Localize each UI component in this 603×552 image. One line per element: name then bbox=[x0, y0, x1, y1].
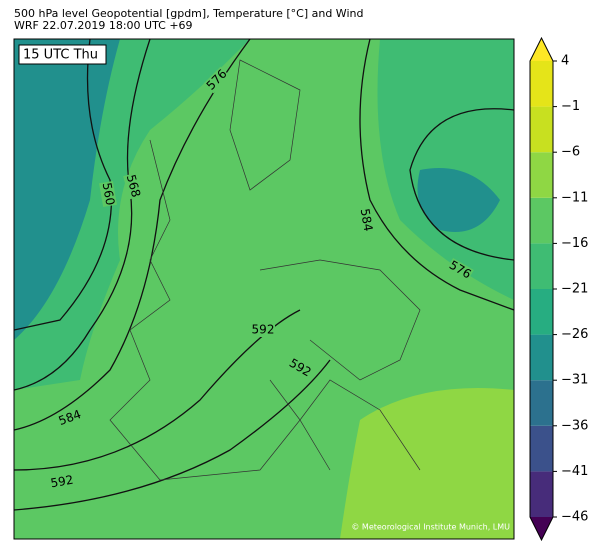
contour-label: 584 bbox=[358, 207, 376, 232]
colorbar-tick-label: −11 bbox=[561, 190, 588, 205]
contour-label-bg bbox=[251, 323, 275, 337]
contour-label-bg bbox=[357, 206, 375, 234]
colorbar-tick-label: 4 bbox=[561, 54, 569, 69]
colorbar-band bbox=[530, 197, 553, 244]
time-label: 15 UTC Thu bbox=[23, 48, 98, 63]
credit: © Meteorological Institute Munich, LMU bbox=[351, 523, 510, 532]
colorbar-band bbox=[530, 243, 553, 289]
colorbar-band bbox=[530, 334, 553, 381]
subtitle: WRF 22.07.2019 18:00 UTC +69 bbox=[14, 19, 193, 32]
colorbar-band bbox=[530, 61, 553, 107]
contour-label-bg bbox=[99, 180, 117, 208]
colorbar-tick-label: −6 bbox=[561, 145, 580, 160]
colorbar-band bbox=[530, 471, 553, 517]
colorbar-tick-label: −1 bbox=[561, 99, 580, 114]
colorbar-tick-label: −31 bbox=[561, 373, 588, 388]
colorbar-tick-label: −36 bbox=[561, 418, 588, 433]
contour-label: 568 bbox=[124, 173, 143, 199]
colorbar-band bbox=[530, 152, 553, 198]
map-frame bbox=[13, 38, 515, 540]
contour-label: 592 bbox=[252, 323, 275, 337]
map bbox=[14, 39, 514, 539]
contour-label-bg bbox=[56, 407, 84, 429]
colorbar-tick-label: −46 bbox=[561, 510, 588, 525]
contour-label-bg bbox=[203, 66, 231, 94]
colorbar-band bbox=[530, 106, 553, 153]
colorbar-extend-low bbox=[530, 517, 553, 540]
colorbar-band bbox=[530, 380, 553, 426]
contour-label-bg bbox=[446, 257, 474, 283]
contour-label-bg bbox=[48, 473, 76, 491]
colorbar-tick-label: −16 bbox=[561, 236, 588, 251]
colorbar-tick-label: −21 bbox=[561, 282, 588, 297]
colorbar-extend-high bbox=[530, 38, 553, 61]
contour-label: 592 bbox=[49, 473, 74, 491]
colorbar-tick-label: −26 bbox=[561, 327, 588, 342]
colorbar-tick-label: −41 bbox=[561, 464, 588, 479]
contour-label-bg bbox=[123, 172, 143, 200]
time-box bbox=[18, 44, 107, 65]
contour-label: 560 bbox=[100, 181, 118, 206]
colorbar-band bbox=[530, 289, 553, 335]
contour-label-bg bbox=[286, 355, 314, 381]
colorbar-band bbox=[530, 425, 553, 472]
title: 500 hPa level Geopotential [gpdm], Tempe… bbox=[14, 7, 363, 20]
